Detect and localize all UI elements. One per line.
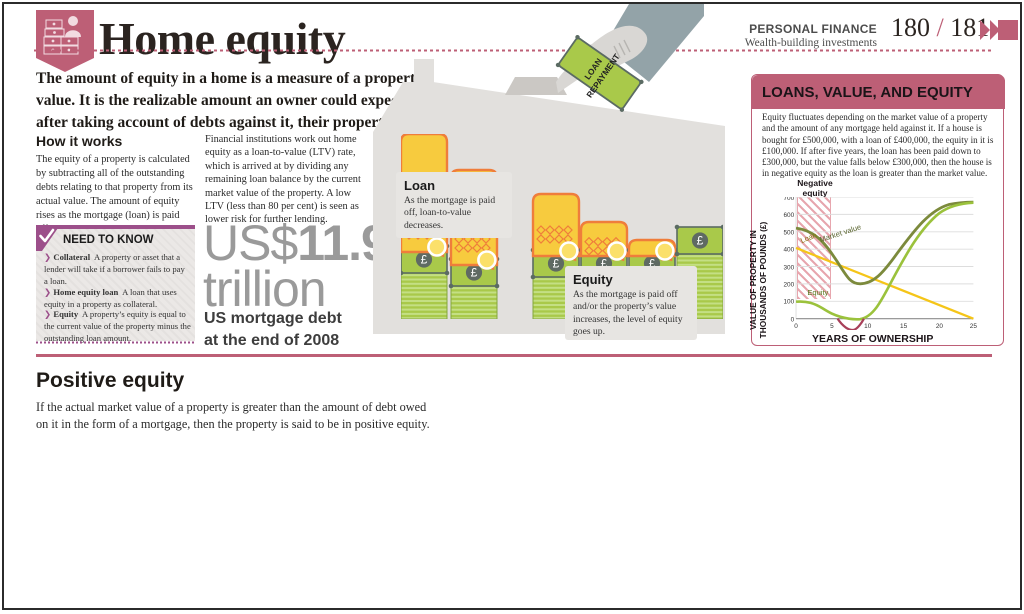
svg-text:500: 500 [783, 230, 794, 237]
svg-text:£: £ [553, 257, 560, 271]
svg-text:200: 200 [783, 282, 794, 289]
svg-text:Market value: Market value [818, 222, 862, 244]
svg-text:20: 20 [936, 323, 944, 330]
svg-text:25: 25 [970, 323, 978, 330]
svg-text:Equity: Equity [807, 288, 828, 297]
svg-text:5: 5 [830, 323, 834, 330]
svg-text:£: £ [421, 253, 428, 267]
svg-text:100: 100 [783, 299, 794, 306]
svg-text:0: 0 [794, 323, 798, 330]
svg-text:15: 15 [900, 323, 908, 330]
svg-text:£: £ [697, 234, 704, 248]
svg-text:300: 300 [783, 265, 794, 272]
svg-text:10: 10 [864, 323, 872, 330]
svg-text:Loan: Loan [799, 230, 818, 245]
svg-text:400: 400 [783, 247, 794, 254]
svg-text:£: £ [471, 266, 478, 280]
svg-text:600: 600 [783, 212, 794, 219]
svg-text:700: 700 [783, 197, 794, 202]
